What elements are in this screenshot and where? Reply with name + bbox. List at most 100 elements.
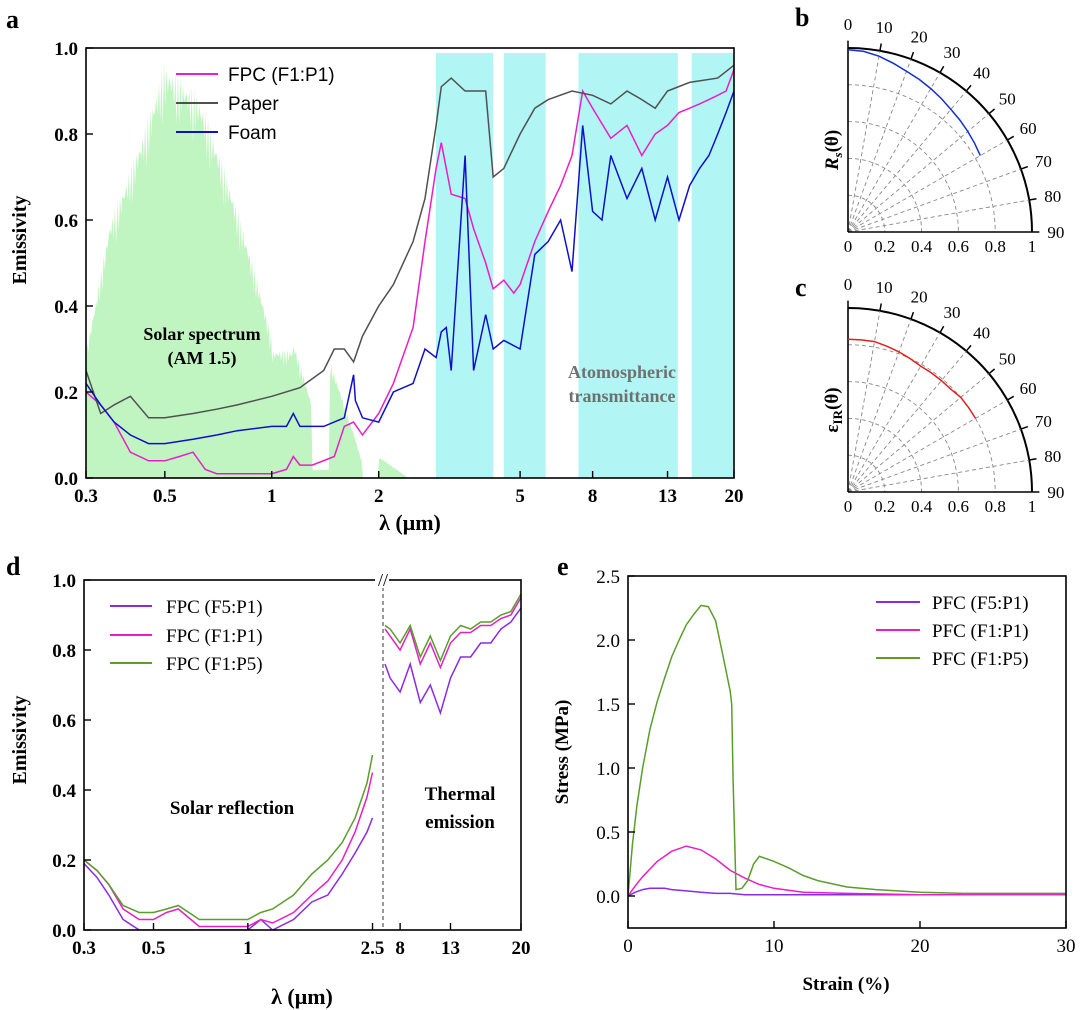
angle-tick-label: 70 — [1035, 412, 1052, 431]
polar-spoke — [847, 139, 1008, 233]
atmospheric-transmittance-bands — [436, 53, 734, 478]
y-tick-label: 0.2 — [52, 851, 76, 872]
panel-a-legend: FPC (F1:P1) Paper Foam — [176, 65, 335, 144]
radial-tick-label: 0 — [844, 237, 853, 256]
y-tick-label: 0.4 — [52, 781, 76, 802]
panel-d-xlabel: λ (μm) — [271, 984, 333, 1009]
panel-c-label: c — [795, 273, 807, 302]
polar-spoke — [847, 350, 967, 493]
angle-tick-label: 70 — [1035, 152, 1052, 171]
y-tick-label: 2.5 — [596, 567, 620, 588]
angle-tick-label: 10 — [876, 278, 893, 297]
polar-spoke — [847, 58, 912, 233]
y-tick-label: 1.5 — [596, 695, 620, 716]
panel-b-label: b — [795, 3, 809, 32]
legend-label-paper: Paper — [228, 94, 279, 115]
break-gap — [375, 570, 389, 588]
angle-tick-label: 30 — [943, 43, 960, 62]
polar-arc — [847, 381, 959, 493]
x-tick-label: 8 — [395, 938, 405, 959]
panel-d-ylabel: Emissivity — [9, 696, 31, 785]
annotation-solar-spectrum: Solar spectrum — [143, 324, 260, 344]
panel-e: 0 10 20 30 0.0 0.5 1.0 1.5 2.0 2.5 Strain (%) Str… — [552, 567, 1076, 995]
polar-arc — [847, 417, 923, 493]
legend-label-pfc-f1p5: PFC (F1:P5) — [932, 649, 1029, 670]
panel-a-ylabel: Emissivity — [9, 196, 31, 285]
series-left-2 — [84, 754, 374, 921]
angle-tick-label: 20 — [911, 288, 928, 307]
panel-d: // 0.3 0.5 1 2.5 8 13 20 0.0 0.2 0.4 0.6 0.8 1.0 λ (… — [9, 570, 531, 1009]
x-tick-label: 20 — [911, 936, 930, 957]
y-tick-label: 1.0 — [52, 571, 76, 592]
y-tick-label: 0.0 — [52, 921, 76, 942]
legend-label-fpc-f1p1: FPC (F1:P1) — [228, 65, 335, 86]
polar-spoke — [847, 310, 881, 493]
annotation-transmittance: transmittance — [569, 386, 676, 406]
series-line-0 — [86, 69, 734, 475]
polar-tick — [988, 368, 996, 375]
x-tick-label: 0.5 — [142, 938, 166, 959]
y-tick-label: 1.0 — [54, 39, 78, 60]
x-tick-label: 13 — [441, 938, 460, 959]
angle-tick-label: 60 — [1020, 119, 1037, 138]
polar-spoke — [847, 459, 1030, 493]
polar-tick — [965, 84, 972, 92]
y-tick-label: 1.0 — [596, 759, 620, 780]
y-tick-label: 0.8 — [52, 641, 76, 662]
polar-spoke — [847, 199, 1030, 233]
polar-tick — [1006, 135, 1015, 141]
radial-tick-label: 1 — [1028, 237, 1037, 256]
panel-e-xlabel: Strain (%) — [802, 974, 889, 995]
polar-spoke — [847, 72, 941, 233]
axis-break-symbol: // — [378, 570, 388, 590]
y-tick-label: 0.5 — [596, 823, 620, 844]
annotation-am15: (AM 1.5) — [168, 348, 237, 369]
polar-series-0 — [847, 49, 981, 156]
series-right-0 — [384, 607, 521, 716]
polar-tick — [1029, 198, 1037, 201]
angle-tick-label: 50 — [999, 349, 1016, 368]
polar-spoke — [847, 332, 941, 493]
polar-series-0 — [847, 338, 977, 419]
series-right-2 — [384, 593, 521, 663]
y-tick-label: 0.2 — [54, 383, 78, 404]
polar-tick — [1020, 165, 1029, 170]
polar-spoke — [847, 399, 1008, 493]
x-tick-label: 0.5 — [153, 486, 177, 507]
atmo-band — [691, 53, 734, 478]
polar-spoke — [847, 50, 881, 233]
angle-tick-label: 0 — [844, 15, 853, 34]
polar-tick — [910, 51, 915, 60]
panel-b-ylabel: Rs(θ) — [822, 130, 845, 171]
y-tick-label: 0.0 — [596, 887, 620, 908]
polar-arc — [847, 307, 1033, 493]
x-tick-label: 0.3 — [74, 486, 98, 507]
x-tick-label: 5 — [515, 486, 525, 507]
series-line-2 — [628, 604, 1066, 897]
panel-a-bands — [86, 53, 734, 478]
radial-tick-label: 0.6 — [948, 497, 969, 516]
y-tick-label: 0.8 — [54, 125, 78, 146]
angle-tick-label: 0 — [844, 275, 853, 294]
x-tick-label: 1 — [267, 486, 277, 507]
radial-tick-label: 0.8 — [985, 497, 1006, 516]
angle-tick-label: 80 — [1044, 187, 1061, 206]
angle-tick-label: 80 — [1044, 447, 1061, 466]
atmo-band — [578, 53, 678, 478]
polar-arc — [847, 344, 996, 493]
polar-arc — [847, 121, 959, 233]
panel-a: 0.3 0.5 1 2 5 8 13 200.00.20.40.60.81.0 λ (μm) … — [9, 39, 744, 535]
angle-tick-label: 90 — [1047, 223, 1064, 242]
polar-arc — [847, 84, 996, 233]
polar-tick — [910, 311, 915, 320]
legend-label-foam: Foam — [228, 123, 277, 144]
polar-tick — [879, 303, 882, 311]
panel-d-label: d — [6, 552, 21, 581]
panel-c-ylabel: εIR(θ) — [822, 387, 845, 432]
polar-arc — [847, 47, 1033, 233]
angle-tick-label: 20 — [911, 28, 928, 47]
y-tick-label: 0.0 — [54, 469, 78, 490]
